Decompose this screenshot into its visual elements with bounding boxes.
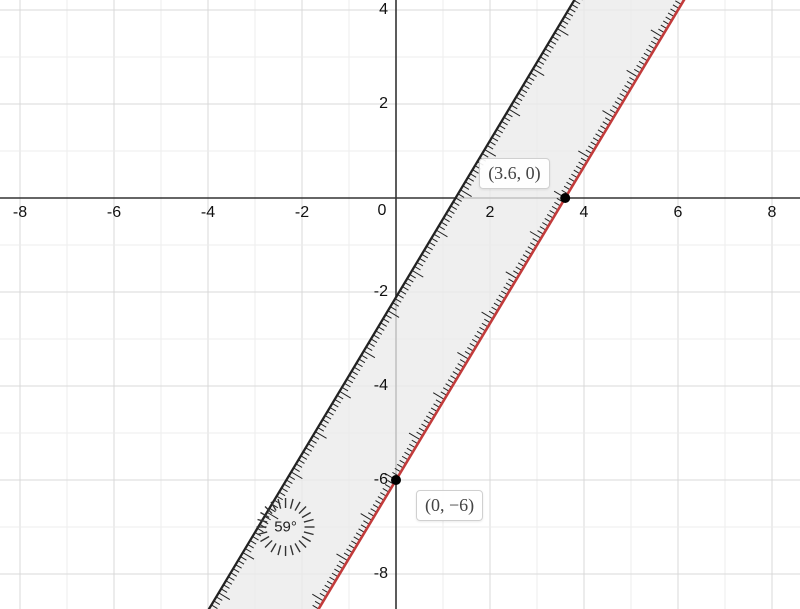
graph-svg[interactable]: [0, 0, 800, 609]
point-marker[interactable]: [560, 193, 570, 203]
axis-tick-label: -6: [107, 204, 121, 222]
axis-tick-label: -8: [13, 204, 27, 222]
axis-tick-label: -4: [374, 377, 388, 395]
graph-stage: -8 -6 -4 -2 2 4 6 8 -8 -6 -4 -2 2 4 0 (0, −6) (3.6, 0) 59…: [0, 0, 800, 609]
axis-tick-label: 4: [580, 204, 589, 222]
axis-tick-label: -2: [374, 283, 388, 301]
point-label: (0, −6): [416, 490, 483, 521]
axis-tick-label: -4: [201, 204, 215, 222]
point-label: (3.6, 0): [479, 158, 550, 189]
point-marker[interactable]: [391, 475, 401, 485]
axis-tick-label: 0: [378, 202, 387, 220]
axis-tick-label: 6: [674, 204, 683, 222]
axis-tick-label: -6: [374, 471, 388, 489]
axis-tick-label: 2: [379, 95, 388, 113]
axis-tick-label: 8: [768, 204, 777, 222]
axis-tick-label: -2: [295, 204, 309, 222]
axis-tick-label: 2: [486, 204, 495, 222]
axis-tick-label: 4: [379, 1, 388, 19]
axis-tick-label: -8: [374, 565, 388, 583]
angle-label: 59°: [274, 519, 297, 536]
